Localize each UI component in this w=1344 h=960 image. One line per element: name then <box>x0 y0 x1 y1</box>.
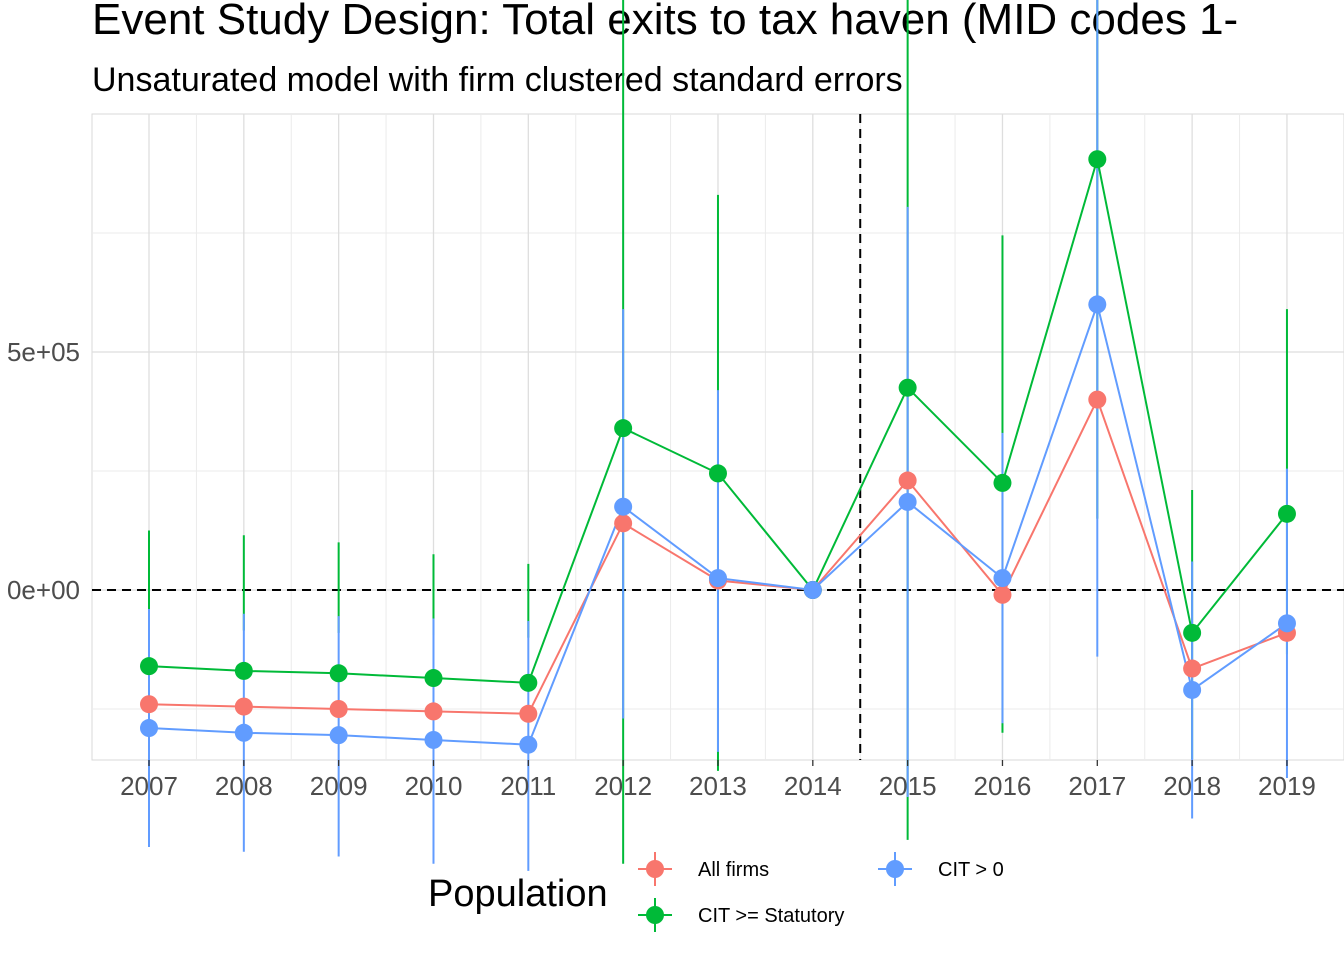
data-point <box>1183 680 1202 699</box>
reference-lines <box>92 114 1344 760</box>
data-point <box>993 473 1012 492</box>
data-point <box>614 497 633 516</box>
legend-keys: All firms CIT > 0 CIT >= Statutory <box>638 852 1004 932</box>
x-tick-label: 2013 <box>689 771 747 801</box>
y-tick-label: 5e+05 <box>7 337 80 367</box>
data-point <box>1088 150 1107 169</box>
data-point <box>993 569 1012 588</box>
x-tick-label: 2008 <box>215 771 273 801</box>
legend-key-point <box>646 906 664 924</box>
x-tick-label: 2011 <box>500 771 556 801</box>
data-point <box>519 673 538 692</box>
data-point <box>614 419 633 438</box>
legend-label: CIT > 0 <box>938 859 1004 881</box>
data-point <box>708 569 727 588</box>
x-tick-label: 2014 <box>784 771 842 801</box>
x-axis: 2007 2008 2009 2010 2011 2012 2013 2014 2015 2016… <box>120 760 1316 801</box>
legend-label: CIT >= Statutory <box>698 905 844 927</box>
x-tick-label: 2016 <box>974 771 1032 801</box>
x-tick-label: 2019 <box>1258 771 1316 801</box>
data-point <box>1088 295 1107 314</box>
x-tick-label: 2017 <box>1068 771 1126 801</box>
legend: Population All firms CIT > 0 CIT >= Statut… <box>428 852 1004 932</box>
data-point <box>803 581 822 599</box>
data-point <box>329 726 348 745</box>
x-tick-label: 2015 <box>879 771 937 801</box>
data-point <box>1277 504 1296 523</box>
data-point <box>234 723 253 742</box>
data-point <box>1183 623 1202 642</box>
data-point <box>993 585 1012 604</box>
data-point <box>329 700 348 718</box>
series-points <box>140 150 1296 754</box>
data-point <box>329 664 348 683</box>
data-point <box>1277 614 1296 633</box>
y-tick-label: 0e+00 <box>7 575 80 605</box>
data-point <box>898 471 917 490</box>
data-point <box>140 695 158 714</box>
data-point <box>234 661 253 680</box>
x-tick-label: 2010 <box>405 771 463 801</box>
data-point <box>1088 390 1107 409</box>
data-point <box>519 735 538 754</box>
data-point <box>708 464 727 483</box>
data-point <box>424 702 443 721</box>
data-point <box>898 492 917 511</box>
plot-panel <box>91 0 1344 871</box>
data-point <box>140 657 158 676</box>
data-point <box>140 719 158 738</box>
x-tick-label: 2012 <box>594 771 652 801</box>
data-point <box>898 378 917 397</box>
x-tick-label: 2007 <box>120 771 178 801</box>
legend-key-point <box>646 860 664 878</box>
legend-label: All firms <box>698 859 769 881</box>
data-point <box>424 669 443 688</box>
data-point <box>424 730 443 749</box>
data-point <box>1183 659 1202 678</box>
x-tick-label: 2018 <box>1163 771 1221 801</box>
chart-subtitle: Unsaturated model with firm clustered st… <box>92 61 903 99</box>
data-point <box>614 514 633 533</box>
data-point <box>234 697 253 716</box>
y-axis: 5e+05 0e+00 <box>7 337 80 605</box>
chart-title: Event Study Design: Total exits to tax h… <box>92 0 1238 44</box>
data-point <box>519 704 538 723</box>
legend-key-point <box>886 860 904 878</box>
x-tick-label: 2009 <box>310 771 368 801</box>
legend-title: Population <box>428 873 608 915</box>
